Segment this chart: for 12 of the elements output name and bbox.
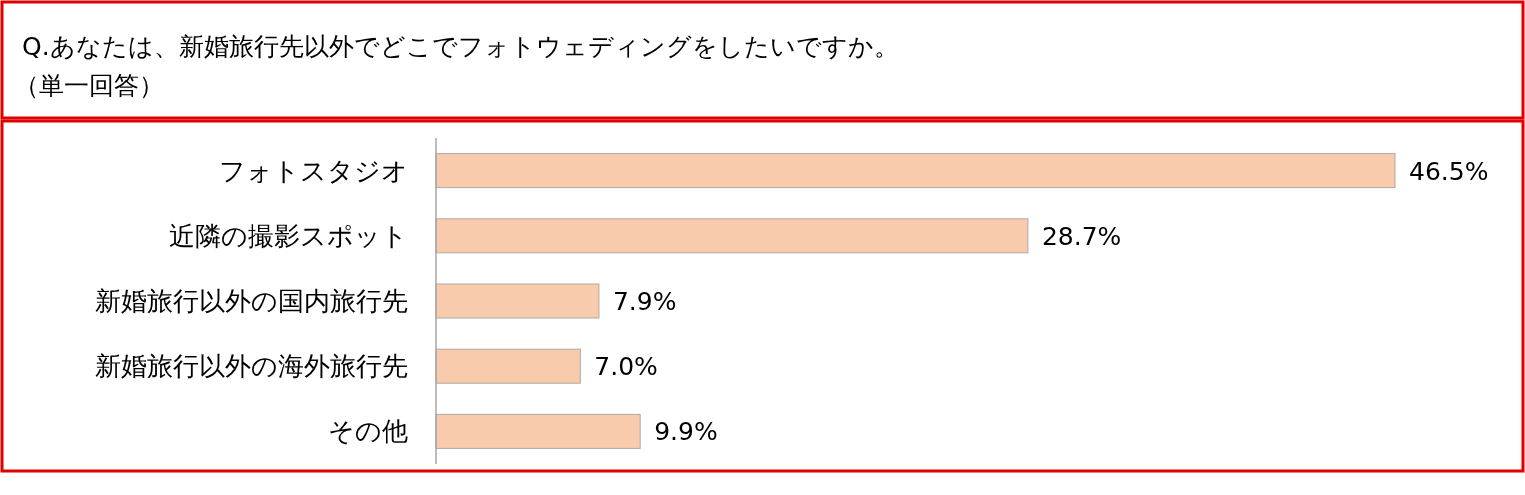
y-tick-label: フォトスタジオ [219, 155, 408, 186]
chart-title: Q.あなたは、新婚旅行先以外でどこでフォトウェディングをしたいですか。 [22, 32, 899, 61]
data-label: 7.0% [594, 352, 658, 382]
data-label: 7.9% [612, 287, 677, 316]
y-tick-label: 新婚旅行以外の国内旅行先 [95, 286, 408, 316]
data-label: 28.7% [1041, 221, 1122, 251]
data-label: 9.9% [654, 417, 718, 447]
y-tick-label: 近隣の撮影スポット [169, 220, 408, 251]
y-tick-label: 新婚旅行以外の海外旅行先 [95, 351, 408, 382]
y-tick-label: その他 [328, 416, 408, 447]
text: （単一回答） [14, 71, 164, 100]
data-label: 46.5% [1409, 156, 1489, 186]
